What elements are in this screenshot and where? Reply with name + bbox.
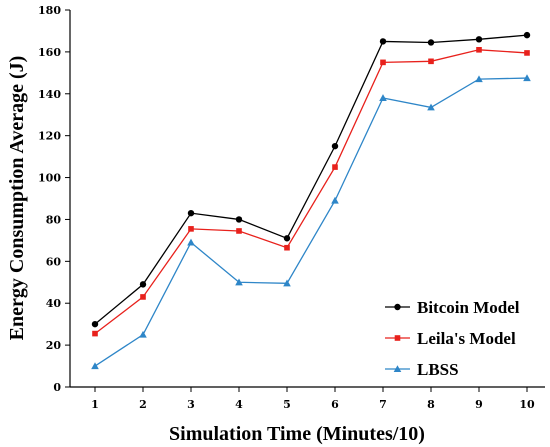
data-point-bitcoin-model	[139, 281, 147, 288]
y-tick-label: 80	[46, 213, 62, 226]
data-point-leila-s-model	[476, 46, 482, 53]
data-point-bitcoin-model	[331, 142, 339, 150]
data-point-bitcoin-model	[475, 36, 483, 43]
x-tick-label: 10	[519, 398, 535, 411]
legend-item-lbss: LBSS	[385, 360, 459, 379]
data-point-leila-s-model	[284, 244, 290, 251]
y-axis-ticks: 0 20 40 60 80 100 120 140 160 180	[38, 4, 70, 394]
x-axis-ticks: 1 2 3 4 5 6 7 8 9 10	[91, 387, 535, 411]
data-point-bitcoin-model	[235, 216, 243, 223]
x-tick-label: 2	[139, 398, 147, 411]
series-line-leila-s-model	[94, 49, 528, 335]
data-point-leila-s-model	[140, 294, 146, 300]
x-tick-label: 4	[235, 398, 243, 411]
data-point-lbss	[379, 94, 387, 102]
data-point-bitcoin-model	[283, 235, 291, 242]
y-tick-label: 60	[46, 255, 62, 268]
data-point-bitcoin-model	[187, 209, 195, 217]
legend-label: Bitcoin Model	[417, 298, 520, 317]
legend-marker	[394, 303, 401, 311]
legend-item-bitcoin-model: Bitcoin Model	[385, 298, 520, 317]
legend-marker	[393, 365, 402, 373]
data-point-bitcoin-model	[427, 39, 435, 46]
x-tick-label: 8	[427, 398, 435, 411]
data-point-bitcoin-model	[379, 38, 387, 45]
x-tick-label: 6	[331, 398, 339, 411]
x-tick-label: 3	[187, 398, 195, 411]
series-group	[91, 31, 531, 370]
legend-label: LBSS	[417, 360, 459, 379]
legend-label: Leila's Model	[417, 329, 516, 348]
x-axis-title: Simulation Time (Minutes/10)	[169, 423, 425, 445]
y-tick-label: 20	[46, 339, 62, 352]
data-point-lbss	[91, 362, 99, 370]
axes	[69, 10, 545, 388]
y-tick-label: 160	[38, 46, 61, 59]
y-tick-label: 40	[46, 297, 62, 310]
legend-item-leila-s-model: Leila's Model	[385, 329, 516, 348]
y-tick-label: 100	[38, 172, 61, 185]
data-point-lbss	[475, 75, 483, 83]
data-point-bitcoin-model	[91, 320, 99, 328]
series-bitcoin-model	[91, 31, 531, 328]
data-point-lbss	[331, 196, 339, 204]
data-point-leila-s-model	[92, 330, 98, 337]
data-point-leila-s-model	[524, 50, 530, 56]
data-point-lbss	[283, 279, 291, 287]
series-line-bitcoin-model	[94, 34, 528, 325]
series-line-lbss	[94, 77, 528, 367]
legend-marker	[394, 335, 401, 341]
data-point-leila-s-model	[332, 164, 338, 170]
data-point-lbss	[523, 74, 531, 82]
data-point-lbss	[427, 103, 435, 111]
data-point-leila-s-model	[380, 59, 386, 66]
data-point-bitcoin-model	[523, 31, 531, 39]
x-tick-label: 7	[379, 398, 387, 411]
data-point-lbss	[235, 278, 243, 286]
x-tick-label: 1	[91, 398, 99, 411]
legend: Bitcoin Model Leila's Model LBSS	[385, 298, 520, 379]
series-lbss	[91, 74, 531, 370]
y-tick-label: 120	[38, 130, 61, 143]
data-point-leila-s-model	[428, 58, 434, 65]
y-tick-label: 180	[38, 4, 61, 17]
x-tick-label: 9	[475, 398, 483, 411]
y-tick-label: 140	[38, 88, 61, 101]
x-tick-label: 5	[283, 398, 291, 411]
data-point-lbss	[139, 330, 147, 338]
data-point-lbss	[187, 238, 195, 246]
data-point-leila-s-model	[236, 228, 242, 234]
data-point-leila-s-model	[188, 226, 194, 232]
series-leila-s-model	[92, 46, 530, 337]
y-axis-title: Energy Consumption Average (J)	[6, 56, 28, 341]
y-tick-label: 0	[53, 381, 61, 394]
